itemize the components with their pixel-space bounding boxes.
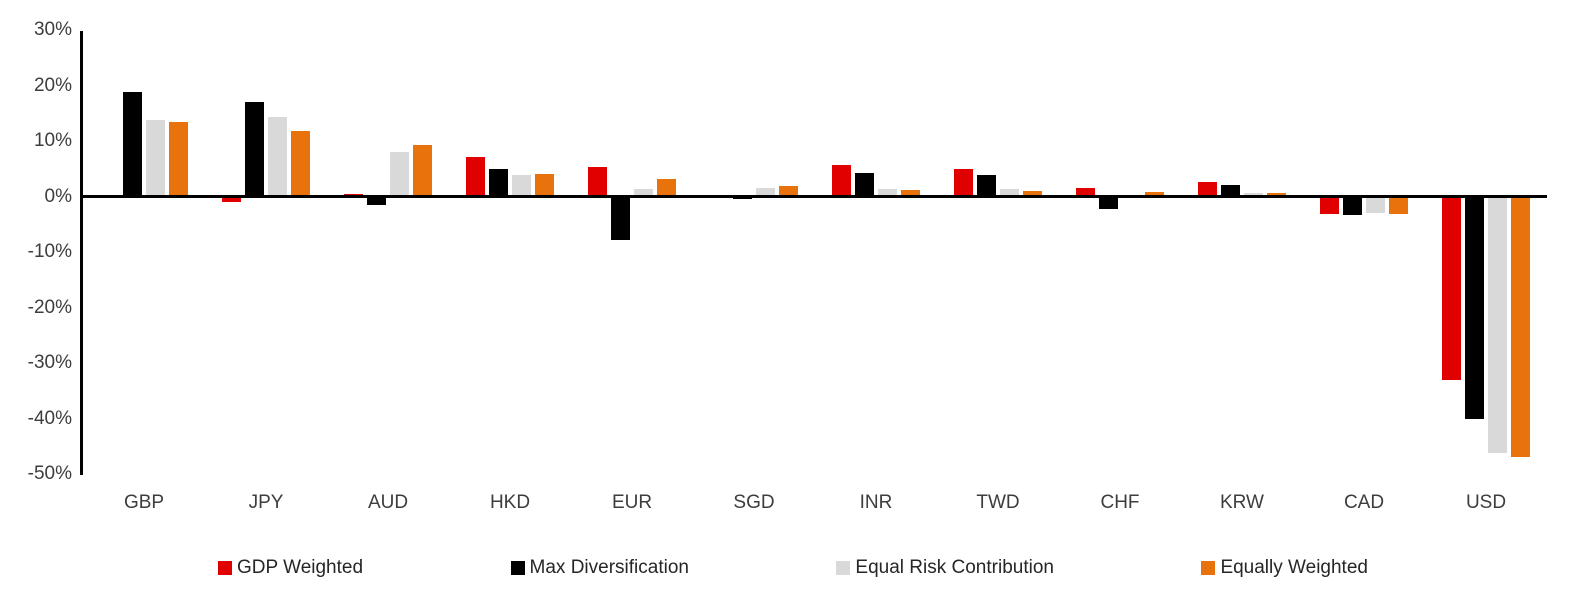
y-tick-label-0: 0% [44, 185, 72, 207]
bar-sgd-equally-weighted [779, 185, 798, 197]
bar-chf-gdp-weighted [1076, 187, 1095, 197]
legend-swatch-icon [510, 561, 525, 575]
legend-label: Max Diversification [529, 557, 689, 578]
bar-eur-gdp-weighted [588, 166, 607, 197]
bar-cad-equally-weighted [1389, 196, 1408, 214]
y-axis-line [80, 31, 83, 475]
y-tick-label--40: -40% [27, 407, 72, 429]
bar-eur-equally-weighted [657, 179, 676, 197]
bar-eur-max-diversification [611, 196, 630, 241]
bar-inr-equally-weighted [901, 190, 920, 197]
bar-krw-gdp-weighted [1198, 182, 1217, 197]
x-category-label-hkd: HKD [489, 492, 531, 513]
bar-usd-max-diversification [1465, 196, 1484, 419]
x-category-label-sgd: SGD [733, 492, 775, 513]
bar-twd-max-diversification [977, 175, 996, 197]
bar-krw-equally-weighted [1267, 192, 1286, 197]
x-category-label-chf: CHF [1100, 492, 1140, 513]
bar-cad-gdp-weighted [1320, 196, 1339, 214]
bar-twd-equal-risk-contribution [1000, 189, 1019, 197]
x-category-label-cad: CAD [1343, 492, 1385, 513]
x-category-label-eur: EUR [611, 492, 653, 513]
bar-aud-equally-weighted [413, 144, 432, 197]
legend-label: GDP Weighted [237, 557, 364, 578]
x-category-label-aud: AUD [367, 492, 409, 513]
bar-krw-max-diversification [1221, 185, 1240, 197]
x-category-label-krw: KRW [1220, 492, 1264, 513]
y-tick-label--50: -50% [27, 463, 72, 484]
bar-usd-equally-weighted [1511, 196, 1530, 458]
y-tick-label-30: 30% [33, 19, 72, 40]
y-tick-label--20: -20% [27, 296, 72, 318]
bar-cad-equal-risk-contribution [1366, 196, 1385, 213]
bar-aud-max-diversification [367, 196, 386, 206]
legend-item-gdp-weighted: GDP Weighted [218, 557, 363, 579]
legend-item-equally-weighted: Equally Weighted [1201, 557, 1368, 579]
bar-chf-max-diversification [1099, 196, 1118, 209]
bar-gbp-equally-weighted [169, 122, 188, 197]
zero-baseline [80, 195, 1547, 198]
bar-gbp-equal-risk-contribution [146, 119, 165, 197]
legend-label: Equal Risk Contribution [855, 557, 1054, 578]
bar-inr-equal-risk-contribution [878, 188, 897, 197]
bar-jpy-gdp-weighted [222, 196, 241, 203]
bar-hkd-equal-risk-contribution [512, 174, 531, 197]
legend: GDP Weighted Max Diversification Equal Ris… [218, 557, 1368, 579]
bar-jpy-equally-weighted [291, 131, 310, 197]
bar-chf-equally-weighted [1145, 192, 1164, 197]
legend-swatch-icon [218, 561, 232, 575]
x-category-label-twd: TWD [976, 492, 1020, 513]
bar-aud-equal-risk-contribution [390, 152, 409, 197]
bar-jpy-equal-risk-contribution [268, 117, 287, 197]
bar-hkd-gdp-weighted [466, 156, 485, 197]
legend-label: Equally Weighted [1220, 557, 1368, 578]
y-tick-label--10: -10% [27, 241, 72, 262]
bar-cad-max-diversification [1343, 196, 1362, 215]
y-tick-label-20: 20% [33, 74, 72, 96]
legend-swatch-icon [1201, 561, 1216, 575]
x-category-label-inr: INR [859, 492, 893, 513]
bar-twd-equally-weighted [1023, 190, 1042, 197]
bar-eur-equal-risk-contribution [634, 189, 653, 197]
bar-gbp-max-diversification [123, 92, 142, 197]
legend-swatch-icon [836, 561, 851, 575]
bar-inr-max-diversification [855, 172, 874, 197]
bar-inr-gdp-weighted [832, 165, 851, 197]
x-category-label-jpy: JPY [248, 492, 284, 513]
x-category-label-gbp: GBP [123, 492, 165, 513]
bar-jpy-max-diversification [245, 102, 264, 197]
y-tick-label--30: -30% [27, 352, 72, 373]
x-category-label-usd: USD [1465, 492, 1507, 513]
bar-usd-gdp-weighted [1442, 196, 1461, 380]
legend-item-equal-risk-contribution: Equal Risk Contribution [836, 557, 1054, 579]
bar-usd-equal-risk-contribution [1488, 196, 1507, 454]
y-tick-label-10: 10% [33, 130, 72, 151]
bar-twd-gdp-weighted [954, 169, 973, 197]
bar-krw-equal-risk-contribution [1244, 193, 1263, 197]
legend-item-max-diversification: Max Diversification [510, 557, 689, 579]
bar-hkd-equally-weighted [535, 174, 554, 197]
bar-sgd-equal-risk-contribution [756, 187, 775, 197]
bar-hkd-max-diversification [489, 168, 508, 197]
